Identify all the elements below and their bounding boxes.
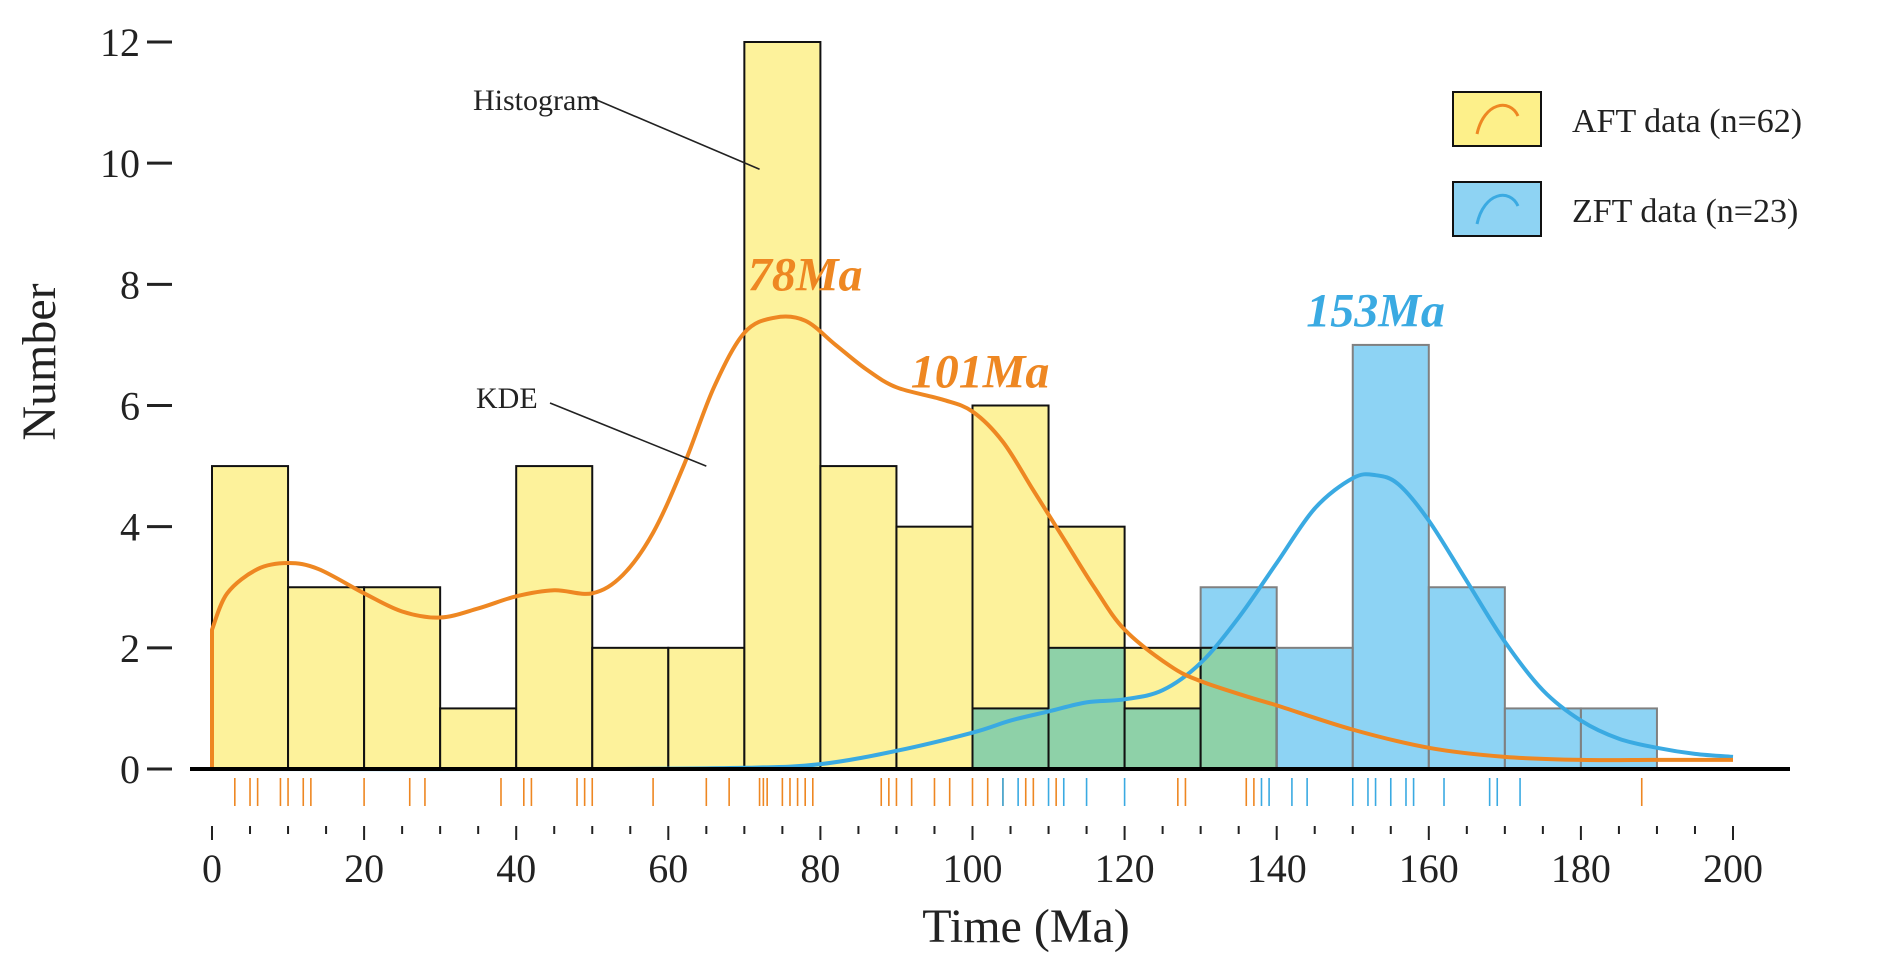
peak-label: 153Ma (1306, 285, 1445, 338)
bar-overlap (1123, 707, 1202, 771)
y-tick-label: 8 (120, 262, 140, 307)
legend-swatch-zft (1452, 181, 1542, 237)
bar-aft (667, 646, 746, 770)
x-tick-label: 0 (202, 846, 222, 891)
histogram-bars (211, 41, 1658, 771)
bar-aft (211, 465, 290, 770)
bar-aft (515, 465, 594, 770)
annotation-label: KDE (476, 382, 538, 415)
kde-curve-zft (211, 472, 1734, 772)
bar-aft (591, 646, 670, 770)
y-tick-label: 12 (100, 20, 140, 65)
bar-aft (895, 525, 974, 771)
x-tick-label: 60 (648, 846, 688, 891)
bar-zft (1351, 343, 1430, 770)
x-tick-label: 20 (344, 846, 384, 891)
y-axis-title: Number (13, 283, 66, 440)
legend-item-zft[interactable]: ZFT data (n=23) (1452, 181, 1798, 237)
legend-item-aft[interactable]: AFT data (n=62) (1452, 91, 1802, 147)
legend: AFT data (n=62) ZFT data (n=23) (1452, 91, 1802, 237)
y-tick-label: 10 (100, 141, 140, 186)
x-tick-label: 40 (496, 846, 536, 891)
bar-zft (1427, 586, 1506, 770)
kde-curves (210, 314, 1734, 772)
annotations: Histogram KDE 78Ma 101Ma 153Ma (473, 84, 1445, 467)
bar-aft (819, 465, 898, 770)
bar-overlap (971, 707, 1050, 771)
peak-label: 78Ma (748, 248, 863, 301)
annotation-label: Histogram (473, 84, 600, 117)
x-tick-label: 160 (1399, 846, 1459, 891)
y-tick-label: 2 (120, 626, 140, 671)
x-tick-label: 200 (1703, 846, 1763, 891)
annotation-pointer (549, 402, 707, 467)
legend-swatch-aft (1452, 91, 1542, 147)
bar-aft (363, 586, 442, 770)
x-tick-label: 140 (1247, 846, 1307, 891)
bar-overlap (1199, 646, 1278, 770)
y-tick-label: 4 (120, 505, 140, 550)
legend-label-aft: AFT data (n=62) (1572, 103, 1802, 140)
bar-aft (439, 707, 518, 771)
kde-curve-aft (210, 314, 1733, 769)
bar-aft (287, 586, 366, 770)
x-tick-label: 120 (1095, 846, 1155, 891)
x-axis-title: Time (Ma) (922, 900, 1130, 953)
x-tick-label: 180 (1551, 846, 1611, 891)
legend-curve-icon-zft (1475, 194, 1520, 225)
legend-curve-icon-aft (1475, 104, 1520, 135)
y-tick-label: 6 (120, 384, 140, 429)
x-tick-label: 100 (943, 846, 1003, 891)
legend-label-zft: ZFT data (n=23) (1572, 193, 1798, 230)
x-tick-label: 80 (800, 846, 840, 891)
age-rug-marks (234, 778, 1643, 806)
y-tick-label: 0 (120, 747, 140, 792)
annotation-pointer (591, 97, 760, 170)
bar-aft (743, 41, 822, 770)
peak-label: 101Ma (911, 345, 1050, 398)
